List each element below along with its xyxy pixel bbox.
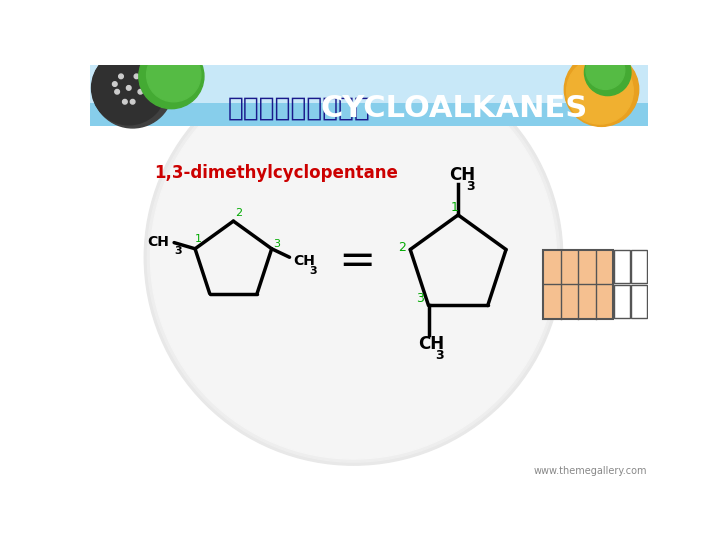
Circle shape <box>585 49 631 96</box>
Circle shape <box>114 90 120 94</box>
Bar <box>614 251 630 284</box>
Text: CH: CH <box>449 166 475 184</box>
Circle shape <box>140 82 145 86</box>
Circle shape <box>564 52 639 126</box>
Text: CH: CH <box>147 235 168 249</box>
FancyBboxPatch shape <box>90 65 648 126</box>
Bar <box>631 285 647 318</box>
Text: การเรยกชอ: การเรยกชอ <box>228 96 371 122</box>
FancyBboxPatch shape <box>90 65 648 103</box>
Text: CH: CH <box>418 335 444 353</box>
Circle shape <box>144 49 563 465</box>
Circle shape <box>130 99 135 104</box>
Circle shape <box>138 90 143 94</box>
Text: 3: 3 <box>466 179 474 193</box>
Circle shape <box>139 44 204 109</box>
Circle shape <box>91 51 166 125</box>
Text: CH: CH <box>294 254 315 268</box>
Circle shape <box>134 74 139 79</box>
Circle shape <box>119 74 123 79</box>
Circle shape <box>122 99 127 104</box>
Text: www.themegallery.com: www.themegallery.com <box>533 467 647 476</box>
Circle shape <box>148 52 559 462</box>
Text: 1: 1 <box>451 201 458 214</box>
Text: 3: 3 <box>273 239 280 249</box>
Text: CYCLOALKANES: CYCLOALKANES <box>320 94 588 123</box>
Bar <box>544 249 613 319</box>
Text: 3: 3 <box>416 293 424 306</box>
Circle shape <box>567 58 634 124</box>
Circle shape <box>92 48 173 128</box>
Text: 2: 2 <box>235 208 243 218</box>
Bar <box>631 251 647 284</box>
Text: 1: 1 <box>194 234 202 244</box>
Text: 2: 2 <box>398 241 405 254</box>
Text: 3: 3 <box>435 349 444 362</box>
Circle shape <box>586 51 625 90</box>
Text: 1,3-dimethylcyclopentane: 1,3-dimethylcyclopentane <box>154 164 398 181</box>
Text: 3: 3 <box>309 266 317 276</box>
Text: 3: 3 <box>174 246 181 256</box>
Text: =: = <box>338 240 376 282</box>
Circle shape <box>150 56 557 459</box>
Bar <box>614 285 630 318</box>
Circle shape <box>147 48 201 102</box>
Circle shape <box>112 82 117 86</box>
Circle shape <box>127 85 131 90</box>
FancyBboxPatch shape <box>90 65 648 481</box>
